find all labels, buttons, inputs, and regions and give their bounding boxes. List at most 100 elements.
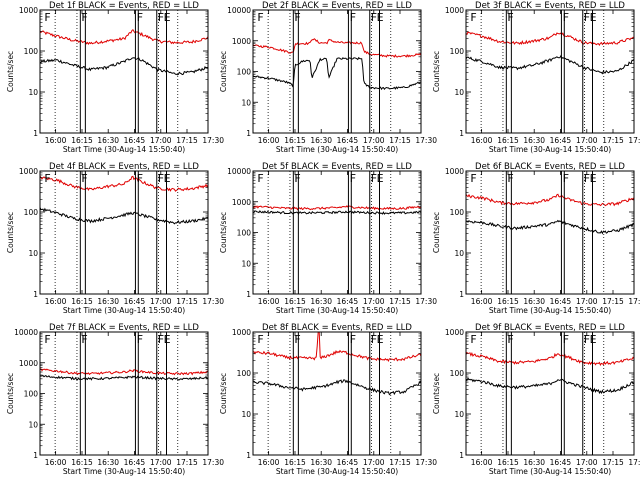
region-flag: F xyxy=(371,333,377,346)
x-tick-label: 17:00 xyxy=(150,297,172,306)
series-lld-line xyxy=(40,368,208,376)
series-events-line xyxy=(466,54,634,75)
x-tick-label: 16:30 xyxy=(310,297,332,306)
x-tick-label: 16:30 xyxy=(310,458,332,467)
series-events-line xyxy=(466,219,634,235)
series-group xyxy=(466,30,634,75)
x-tick-label: 16:45 xyxy=(337,136,359,145)
series-events-line xyxy=(40,207,208,225)
y-axis-label: Counts/sec xyxy=(6,51,15,92)
y-tick-label: 1 xyxy=(459,290,464,299)
region-flag: E xyxy=(377,172,384,185)
y-axis-label: Counts/sec xyxy=(219,373,228,414)
x-tick-label: 16:00 xyxy=(45,136,67,145)
x-tick-label: 17:15 xyxy=(602,297,624,306)
plot-frame xyxy=(465,170,635,295)
series-group xyxy=(40,28,208,76)
y-tick-label: 1000 xyxy=(445,6,464,15)
plot-frame xyxy=(252,331,422,456)
x-tick-label: 16:45 xyxy=(124,136,146,145)
region-flag: F xyxy=(294,333,300,346)
y-tick-label: 1 xyxy=(246,290,251,299)
x-tick-label: 16:30 xyxy=(97,136,119,145)
region-flag: F xyxy=(257,333,263,346)
region-flag: F xyxy=(294,172,300,185)
y-tick-label: 1 xyxy=(459,451,464,460)
y-tick-label: 1000 xyxy=(445,167,464,176)
region-flag: F xyxy=(563,172,569,185)
x-tick-label: 17:30 xyxy=(202,458,224,467)
region-flag: F xyxy=(257,172,263,185)
series-events-line xyxy=(253,56,421,91)
series-group xyxy=(253,332,421,396)
x-tick-label: 17:00 xyxy=(363,458,385,467)
region-flag: F xyxy=(584,172,590,185)
x-tick-label: 16:15 xyxy=(71,136,93,145)
x-tick-label: 16:30 xyxy=(310,136,332,145)
x-tick-label: 17:15 xyxy=(176,458,198,467)
x-axis-label: Start Time (30-Aug-14 15:50:40) xyxy=(489,467,611,476)
x-tick-label: 17:00 xyxy=(150,136,172,145)
y-tick-label: 100 xyxy=(24,47,39,56)
x-tick-label: 16:15 xyxy=(284,297,306,306)
y-tick-label: 1000 xyxy=(445,328,464,337)
x-tick-label: 17:15 xyxy=(389,458,411,467)
series-events-line xyxy=(40,374,208,381)
x-tick-label: 16:15 xyxy=(497,458,519,467)
x-tick-label: 17:30 xyxy=(415,136,437,145)
x-tick-label: 16:00 xyxy=(258,458,280,467)
x-tick-label: 16:00 xyxy=(45,458,67,467)
series-lld-line xyxy=(253,205,421,211)
panel-title: Det 6f BLACK = Events, RED = LLD xyxy=(475,162,625,172)
region-flag: F xyxy=(371,172,377,185)
x-tick-label: 17:15 xyxy=(176,136,198,145)
region-flag: F xyxy=(81,11,87,24)
y-tick-label: 100 xyxy=(450,208,465,217)
x-tick-label: 17:30 xyxy=(628,136,640,145)
series-group xyxy=(40,368,208,381)
series-events-line xyxy=(466,377,634,395)
x-axis-label: Start Time (30-Aug-14 15:50:40) xyxy=(276,145,398,154)
y-axis-label: Counts/sec xyxy=(219,212,228,253)
region-flag: F xyxy=(158,333,164,346)
x-tick-label: 17:15 xyxy=(176,297,198,306)
x-axis-label: Start Time (30-Aug-14 15:50:40) xyxy=(63,145,185,154)
region-flag: E xyxy=(590,172,597,185)
region-flag: F xyxy=(44,11,50,24)
y-tick-label: 10 xyxy=(28,420,38,429)
region-flag: E xyxy=(377,11,384,24)
region-flag: F xyxy=(158,172,164,185)
region-flag: F xyxy=(470,333,476,346)
x-tick-label: 17:00 xyxy=(576,297,598,306)
x-tick-label: 16:15 xyxy=(71,458,93,467)
series-group xyxy=(40,175,208,225)
x-tick-label: 16:45 xyxy=(337,458,359,467)
x-axis-label: Start Time (30-Aug-14 15:50:40) xyxy=(63,467,185,476)
region-flag: E xyxy=(377,333,384,346)
y-axis-label: Counts/sec xyxy=(219,51,228,92)
y-tick-label: 10000 xyxy=(227,6,251,15)
region-flag: F xyxy=(44,333,50,346)
plot-frame xyxy=(252,170,422,295)
region-flag: F xyxy=(137,11,143,24)
y-tick-label: 10 xyxy=(241,98,251,107)
x-tick-label: 16:00 xyxy=(471,297,493,306)
x-tick-label: 16:30 xyxy=(523,458,545,467)
y-tick-label: 100 xyxy=(237,229,252,238)
y-tick-label: 1 xyxy=(246,129,251,138)
panel-title: Det 9f BLACK = Events, RED = LLD xyxy=(475,323,625,333)
panel-title: Det 3f BLACK = Events, RED = LLD xyxy=(475,1,625,11)
x-tick-label: 17:30 xyxy=(202,297,224,306)
y-tick-label: 100 xyxy=(237,68,252,77)
y-tick-label: 1 xyxy=(33,129,38,138)
region-flag: F xyxy=(137,172,143,185)
region-flag: E xyxy=(164,333,171,346)
x-tick-label: 17:00 xyxy=(576,458,598,467)
y-tick-label: 1000 xyxy=(19,359,38,368)
